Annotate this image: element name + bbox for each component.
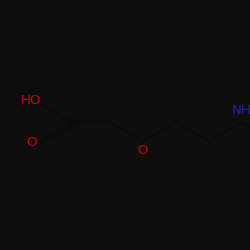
Text: HO: HO xyxy=(21,94,41,108)
Text: NH: NH xyxy=(232,104,250,118)
Text: O: O xyxy=(26,136,36,149)
Text: O: O xyxy=(138,144,148,156)
